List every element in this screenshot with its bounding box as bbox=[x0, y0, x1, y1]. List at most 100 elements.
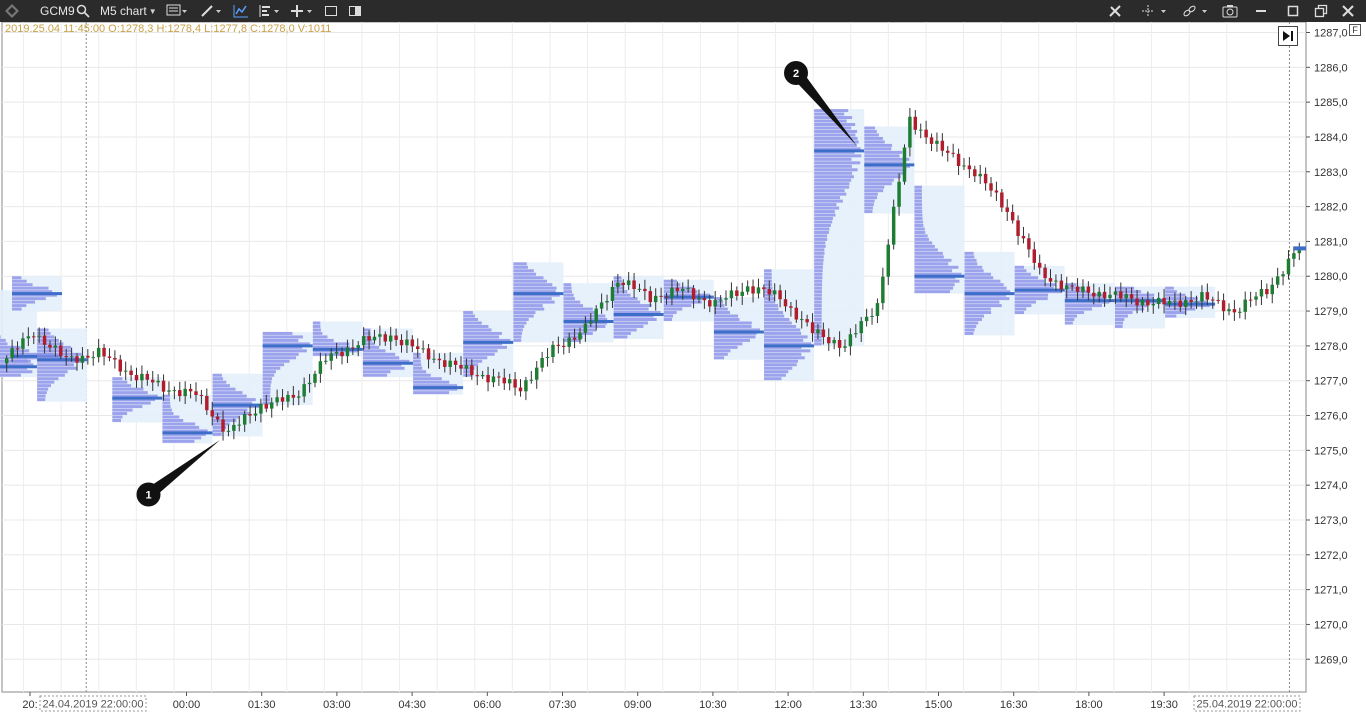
profile-bar bbox=[814, 175, 854, 179]
candle-body bbox=[1059, 280, 1064, 290]
search-icon[interactable] bbox=[76, 0, 90, 22]
candle-body bbox=[534, 367, 539, 380]
chart-type-dropdown[interactable]: M5 chart ▼ bbox=[100, 0, 157, 22]
candle-body bbox=[1124, 294, 1128, 299]
link-icon[interactable] bbox=[1182, 0, 1210, 22]
profile-bar bbox=[914, 244, 935, 248]
profile-bar bbox=[162, 429, 208, 433]
window-icon[interactable] bbox=[324, 0, 338, 22]
template-icon[interactable] bbox=[166, 0, 188, 22]
profile-bar bbox=[663, 318, 672, 321]
chevron-down-icon: ▼ bbox=[148, 6, 157, 16]
camera-icon[interactable] bbox=[1222, 0, 1238, 22]
plus-icon[interactable] bbox=[290, 0, 316, 22]
profile-bar bbox=[814, 255, 824, 259]
profile-bar bbox=[513, 265, 528, 269]
profile-bar bbox=[463, 318, 478, 321]
profile-bar bbox=[212, 415, 240, 419]
candle-body bbox=[453, 360, 458, 365]
symbol-selector[interactable]: GCM9 bbox=[40, 0, 75, 22]
profile-bar bbox=[964, 262, 978, 266]
profile-bar bbox=[37, 398, 46, 402]
profile-bar bbox=[764, 286, 773, 290]
tools-icon[interactable] bbox=[1108, 0, 1124, 22]
profile-bar bbox=[1064, 314, 1078, 318]
profile-bar bbox=[964, 311, 992, 315]
profile-bar bbox=[964, 276, 994, 280]
candle-body bbox=[394, 335, 398, 340]
candle-body bbox=[794, 307, 799, 320]
profile-bar bbox=[713, 356, 725, 360]
scroll-to-end-button[interactable] bbox=[1278, 26, 1298, 46]
candle-body bbox=[297, 396, 301, 398]
profile-bar bbox=[12, 276, 22, 280]
profile-bar bbox=[713, 335, 756, 339]
crosshair-icon[interactable] bbox=[1141, 0, 1169, 22]
profile-bar bbox=[463, 331, 502, 335]
profile-bar bbox=[864, 189, 884, 193]
candle-body bbox=[1086, 286, 1091, 293]
marker-label: 1 bbox=[145, 490, 151, 502]
candle-body bbox=[507, 379, 512, 384]
profile-bar bbox=[37, 349, 73, 353]
profile-bar bbox=[162, 394, 170, 398]
profile-bar bbox=[262, 370, 276, 374]
profile-bar bbox=[463, 352, 495, 356]
profile-bar bbox=[764, 318, 790, 321]
profile-bar bbox=[814, 140, 859, 144]
candle-body bbox=[789, 306, 793, 308]
profile-bar bbox=[864, 157, 910, 161]
profile-bar bbox=[814, 314, 822, 318]
profile-bar bbox=[914, 279, 960, 283]
candle-body bbox=[973, 169, 977, 177]
profile-bar bbox=[1114, 286, 1135, 290]
profile-bar bbox=[1014, 276, 1039, 280]
cluster-icon[interactable] bbox=[258, 0, 282, 22]
app-logo-icon[interactable] bbox=[4, 0, 20, 22]
profile-bar bbox=[613, 290, 628, 294]
candle-body bbox=[989, 183, 993, 191]
indicator-icon[interactable] bbox=[233, 0, 249, 22]
profile-bar bbox=[413, 366, 423, 370]
candle-body bbox=[691, 288, 696, 300]
pencil-icon[interactable] bbox=[200, 0, 224, 22]
candle-body bbox=[32, 336, 36, 338]
profile-bar bbox=[37, 363, 74, 367]
restore-window-icon[interactable] bbox=[1314, 0, 1328, 22]
candle-body bbox=[1194, 301, 1199, 303]
profile-bar bbox=[764, 352, 802, 356]
y-tick-label: 1277,0 bbox=[1314, 376, 1348, 388]
profile-bar bbox=[1114, 321, 1124, 325]
minimize-icon[interactable] bbox=[1255, 0, 1267, 22]
profile-bar bbox=[12, 290, 53, 294]
profile-bar bbox=[513, 297, 552, 301]
profile-bar bbox=[212, 408, 248, 412]
price-chart[interactable]: 1287,0 1286,0 1285,0 1284,0 1283,0 1282,0 1281… bbox=[0, 22, 1366, 714]
close-icon[interactable] bbox=[1342, 0, 1354, 22]
layout-icon[interactable] bbox=[348, 0, 362, 22]
maximize-icon[interactable] bbox=[1287, 0, 1299, 22]
candle-body bbox=[502, 377, 507, 384]
profile-bar bbox=[413, 377, 442, 381]
profile-bar bbox=[814, 300, 822, 304]
profile-bar bbox=[814, 143, 857, 147]
chart-settings-corner-button[interactable]: F bbox=[1349, 24, 1361, 36]
profile-bar bbox=[914, 265, 959, 269]
candle-body bbox=[762, 287, 766, 290]
session-date-box bbox=[39, 695, 147, 712]
profile-bar bbox=[814, 230, 829, 234]
profile-bar bbox=[37, 331, 51, 335]
candle-body bbox=[589, 321, 593, 324]
profile-bar bbox=[814, 251, 825, 255]
profile-bar bbox=[814, 293, 822, 297]
candle-body bbox=[291, 394, 296, 398]
candle-body bbox=[659, 295, 663, 297]
candle-body bbox=[1146, 300, 1150, 306]
candle-body bbox=[69, 356, 74, 358]
candle-body bbox=[681, 288, 685, 291]
candle-body bbox=[1065, 285, 1069, 290]
profile-bar bbox=[814, 338, 822, 342]
profile-bar bbox=[914, 220, 924, 224]
candle-body bbox=[372, 336, 377, 341]
profile-bar bbox=[212, 422, 230, 426]
